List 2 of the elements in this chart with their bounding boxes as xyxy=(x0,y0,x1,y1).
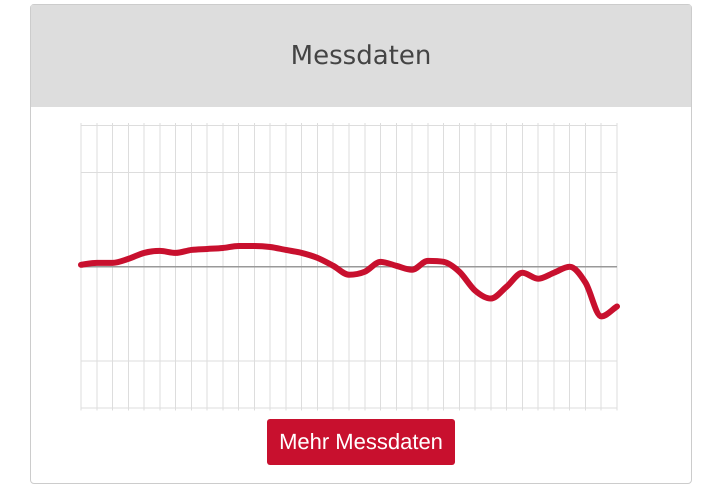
chart-title: Messdaten xyxy=(31,5,691,107)
text: Mehr Messdaten xyxy=(267,419,455,465)
